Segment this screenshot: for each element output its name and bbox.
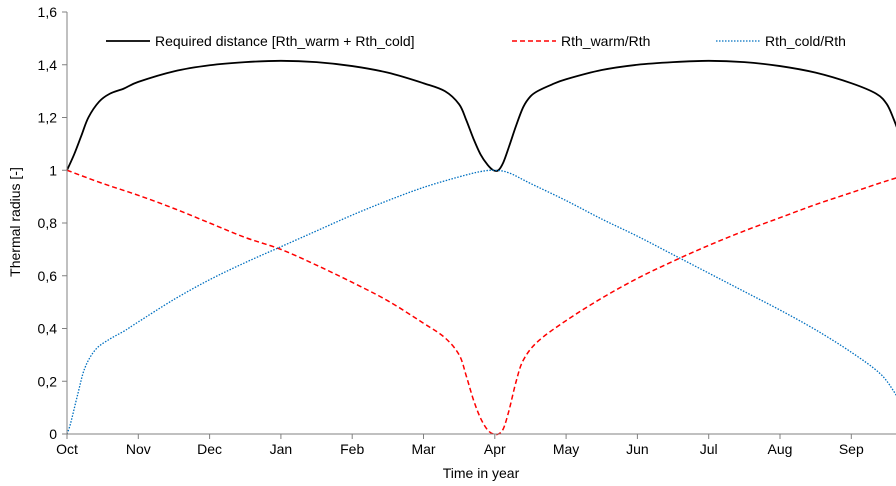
y-tick-label: 1,6: [38, 4, 58, 20]
x-tick-label: Dec: [197, 441, 222, 457]
y-tick-label: 0: [49, 426, 57, 442]
x-axis: Oct Nov Dec Jan Feb Mar Apr May Jun Jul Aug Sep: [56, 433, 896, 457]
x-tick-label: Aug: [768, 441, 793, 457]
y-tick-label: 0,8: [38, 215, 58, 231]
series-line-rth-warm-rth: [66, 169, 896, 436]
y-tick-label: 1,2: [38, 110, 58, 126]
x-tick-label: Oct: [56, 441, 78, 457]
x-tick-label: Apr: [484, 441, 506, 457]
legend-label-rth-cold-rth: Rth_cold/Rth: [765, 33, 846, 49]
x-tick-label: Nov: [126, 441, 151, 457]
x-tick-label: May: [553, 441, 579, 457]
legend-label-required-distance-rth-warm-rth-cold: Required distance [Rth_warm + Rth_cold]: [155, 33, 415, 49]
y-axis-title: Thermal radius [-]: [7, 167, 23, 277]
y-tick-label: 1,4: [38, 57, 58, 73]
x-axis-title: Time in year: [443, 465, 520, 481]
legend: Required distance [Rth_warm + Rth_cold] R…: [106, 33, 846, 49]
y-tick-label: 0,2: [38, 373, 58, 389]
y-tick-label: 0,4: [38, 321, 58, 337]
x-tick-label: Jun: [626, 441, 649, 457]
x-tick-label: Jan: [270, 441, 293, 457]
x-tick-label: Jul: [700, 441, 718, 457]
x-tick-label: Feb: [340, 441, 364, 457]
y-axis: 0 0,2 0,4 0,6 0,8 1 1,2 1,4 1,6: [38, 4, 68, 442]
x-tick-label: Sep: [839, 441, 864, 457]
y-tick-label: 0,6: [38, 268, 58, 284]
x-tick-label: Mar: [411, 441, 435, 457]
series-line-required-distance-rth-warm-rth-cold: [66, 59, 896, 172]
y-tick-label: 1: [49, 162, 57, 178]
series-layer: [66, 59, 896, 436]
legend-label-rth-warm-rth: Rth_warm/Rth: [561, 33, 650, 49]
series-line-rth-cold-rth: [66, 169, 896, 435]
